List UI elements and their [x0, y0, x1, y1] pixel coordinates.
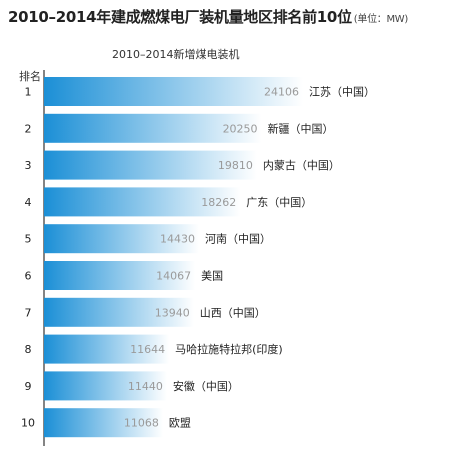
- chart-title: 2010–2014年建成燃煤电厂装机量地区排名前10位 (单位：MW): [8, 6, 408, 27]
- rank-label-5: 5: [25, 233, 32, 246]
- value-label-1: 24106: [264, 86, 299, 99]
- bar-7: [44, 297, 194, 327]
- rank-label-8: 8: [25, 343, 32, 356]
- value-label-10: 11068: [124, 417, 159, 430]
- bar-8: [44, 334, 170, 364]
- rank-label-3: 3: [25, 159, 32, 172]
- bar-1: [44, 77, 303, 106]
- rank-label-1: 1: [25, 86, 32, 99]
- bar-4: [44, 187, 241, 217]
- chart-subtitle: 2010–2014新增煤电装机: [112, 48, 240, 61]
- value-label-9: 11440: [128, 380, 163, 393]
- category-label-5: 河南（中国）: [205, 233, 271, 246]
- value-label-5: 14430: [160, 233, 195, 246]
- category-label-2: 新疆（中国）: [268, 121, 334, 135]
- rank-label-9: 9: [25, 380, 32, 393]
- value-label-3: 19810: [218, 159, 253, 172]
- rank-label-2: 2: [25, 122, 32, 135]
- category-label-10: 欧盟: [169, 417, 191, 430]
- chart-title-text: 2010–2014年建成燃煤电厂装机量地区排名前10位: [8, 8, 352, 26]
- category-label-4: 广东（中国）: [246, 196, 312, 209]
- bar-10: [44, 408, 163, 438]
- category-label-6: 美国: [201, 270, 223, 283]
- value-label-6: 14067: [156, 270, 191, 283]
- category-label-8: 马哈拉施特拉邦(印度): [175, 342, 283, 356]
- bar-9: [44, 371, 167, 401]
- bars-group: 1 24106 江苏（中国） 2 20250 新疆（中国） 3 19810 内蒙古（中国） 4 18…: [21, 77, 375, 438]
- rank-label-7: 7: [25, 306, 32, 319]
- value-label-4: 18262: [201, 196, 236, 209]
- bar-3: [44, 150, 257, 180]
- rank-label-4: 4: [25, 196, 32, 209]
- rank-label-6: 6: [25, 270, 32, 283]
- category-label-7: 山西（中国）: [200, 306, 266, 319]
- unit-label: (单位：MW): [353, 14, 409, 25]
- rank-label-10: 10: [21, 417, 35, 430]
- bar-2: [44, 113, 262, 143]
- value-label-8: 11644: [130, 343, 165, 356]
- category-label-9: 安徽（中国）: [173, 379, 239, 393]
- value-label-2: 20250: [223, 122, 258, 135]
- category-label-3: 内蒙古（中国）: [263, 158, 340, 172]
- rank-header: 排名: [19, 70, 41, 83]
- category-label-1: 江苏（中国）: [309, 86, 375, 99]
- bar-6: [44, 261, 196, 290]
- value-label-7: 13940: [155, 306, 190, 319]
- bar-5: [44, 224, 200, 254]
